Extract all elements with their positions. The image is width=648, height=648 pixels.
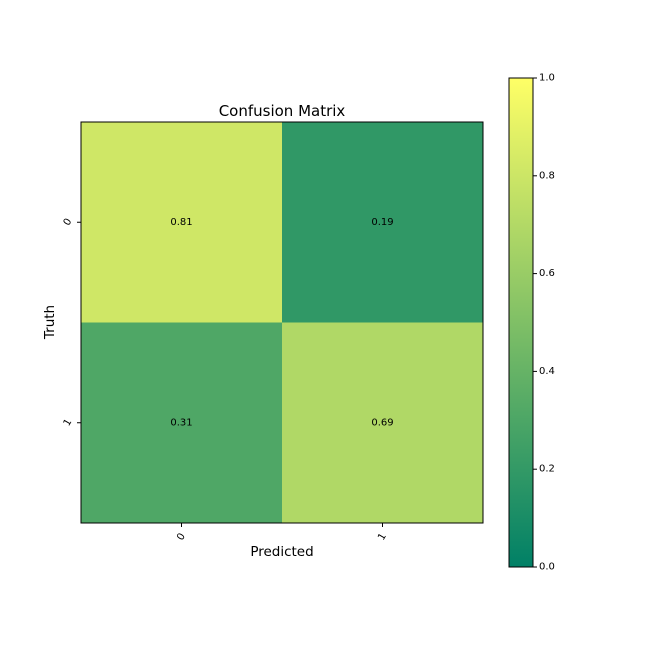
colorbar-tick-label-2: 0.4: [539, 366, 555, 377]
cell-value-label-0-1: 0.19: [371, 217, 393, 228]
axis-ticks: 0 1 0 1: [62, 217, 389, 543]
heatmap-cell-1-0: [81, 322, 282, 523]
colorbar-tick-label-3: 0.6: [539, 268, 555, 279]
y-tick-label-0: 0: [62, 217, 75, 228]
x-tick-label-1: 1: [376, 531, 389, 542]
cell-value-label-1-0: 0.31: [170, 417, 192, 428]
heatmap-cell-0-1: [282, 122, 483, 323]
plot-frame: [80, 121, 484, 524]
colorbar-tick-label-0: 0.0: [539, 562, 555, 573]
colorbar-tick-label-4: 0.8: [539, 170, 555, 181]
colorbar-tick-label-1: 0.2: [539, 464, 555, 475]
heatmap-cell-1-1: [282, 322, 483, 523]
cell-value-label-1-1: 0.69: [371, 417, 393, 428]
chart-title: Confusion Matrix: [219, 102, 346, 120]
x-tick-label-0: 0: [175, 531, 188, 542]
colorbar: [508, 77, 534, 568]
colorbar-tick-label-5: 1.0: [539, 73, 555, 84]
x-axis-label: Predicted: [250, 544, 313, 560]
colorbar-ticks: 0.0 0.2 0.4 0.6 0.8 1.0: [533, 73, 555, 573]
heatmap-cell-0-0: [81, 122, 282, 323]
y-tick-label-1: 1: [62, 417, 75, 428]
heatmap-cells: 0.81 0.19 0.31 0.69: [81, 122, 483, 523]
cell-value-label-0-0: 0.81: [170, 217, 192, 228]
y-axis-label: Truth: [42, 305, 58, 340]
